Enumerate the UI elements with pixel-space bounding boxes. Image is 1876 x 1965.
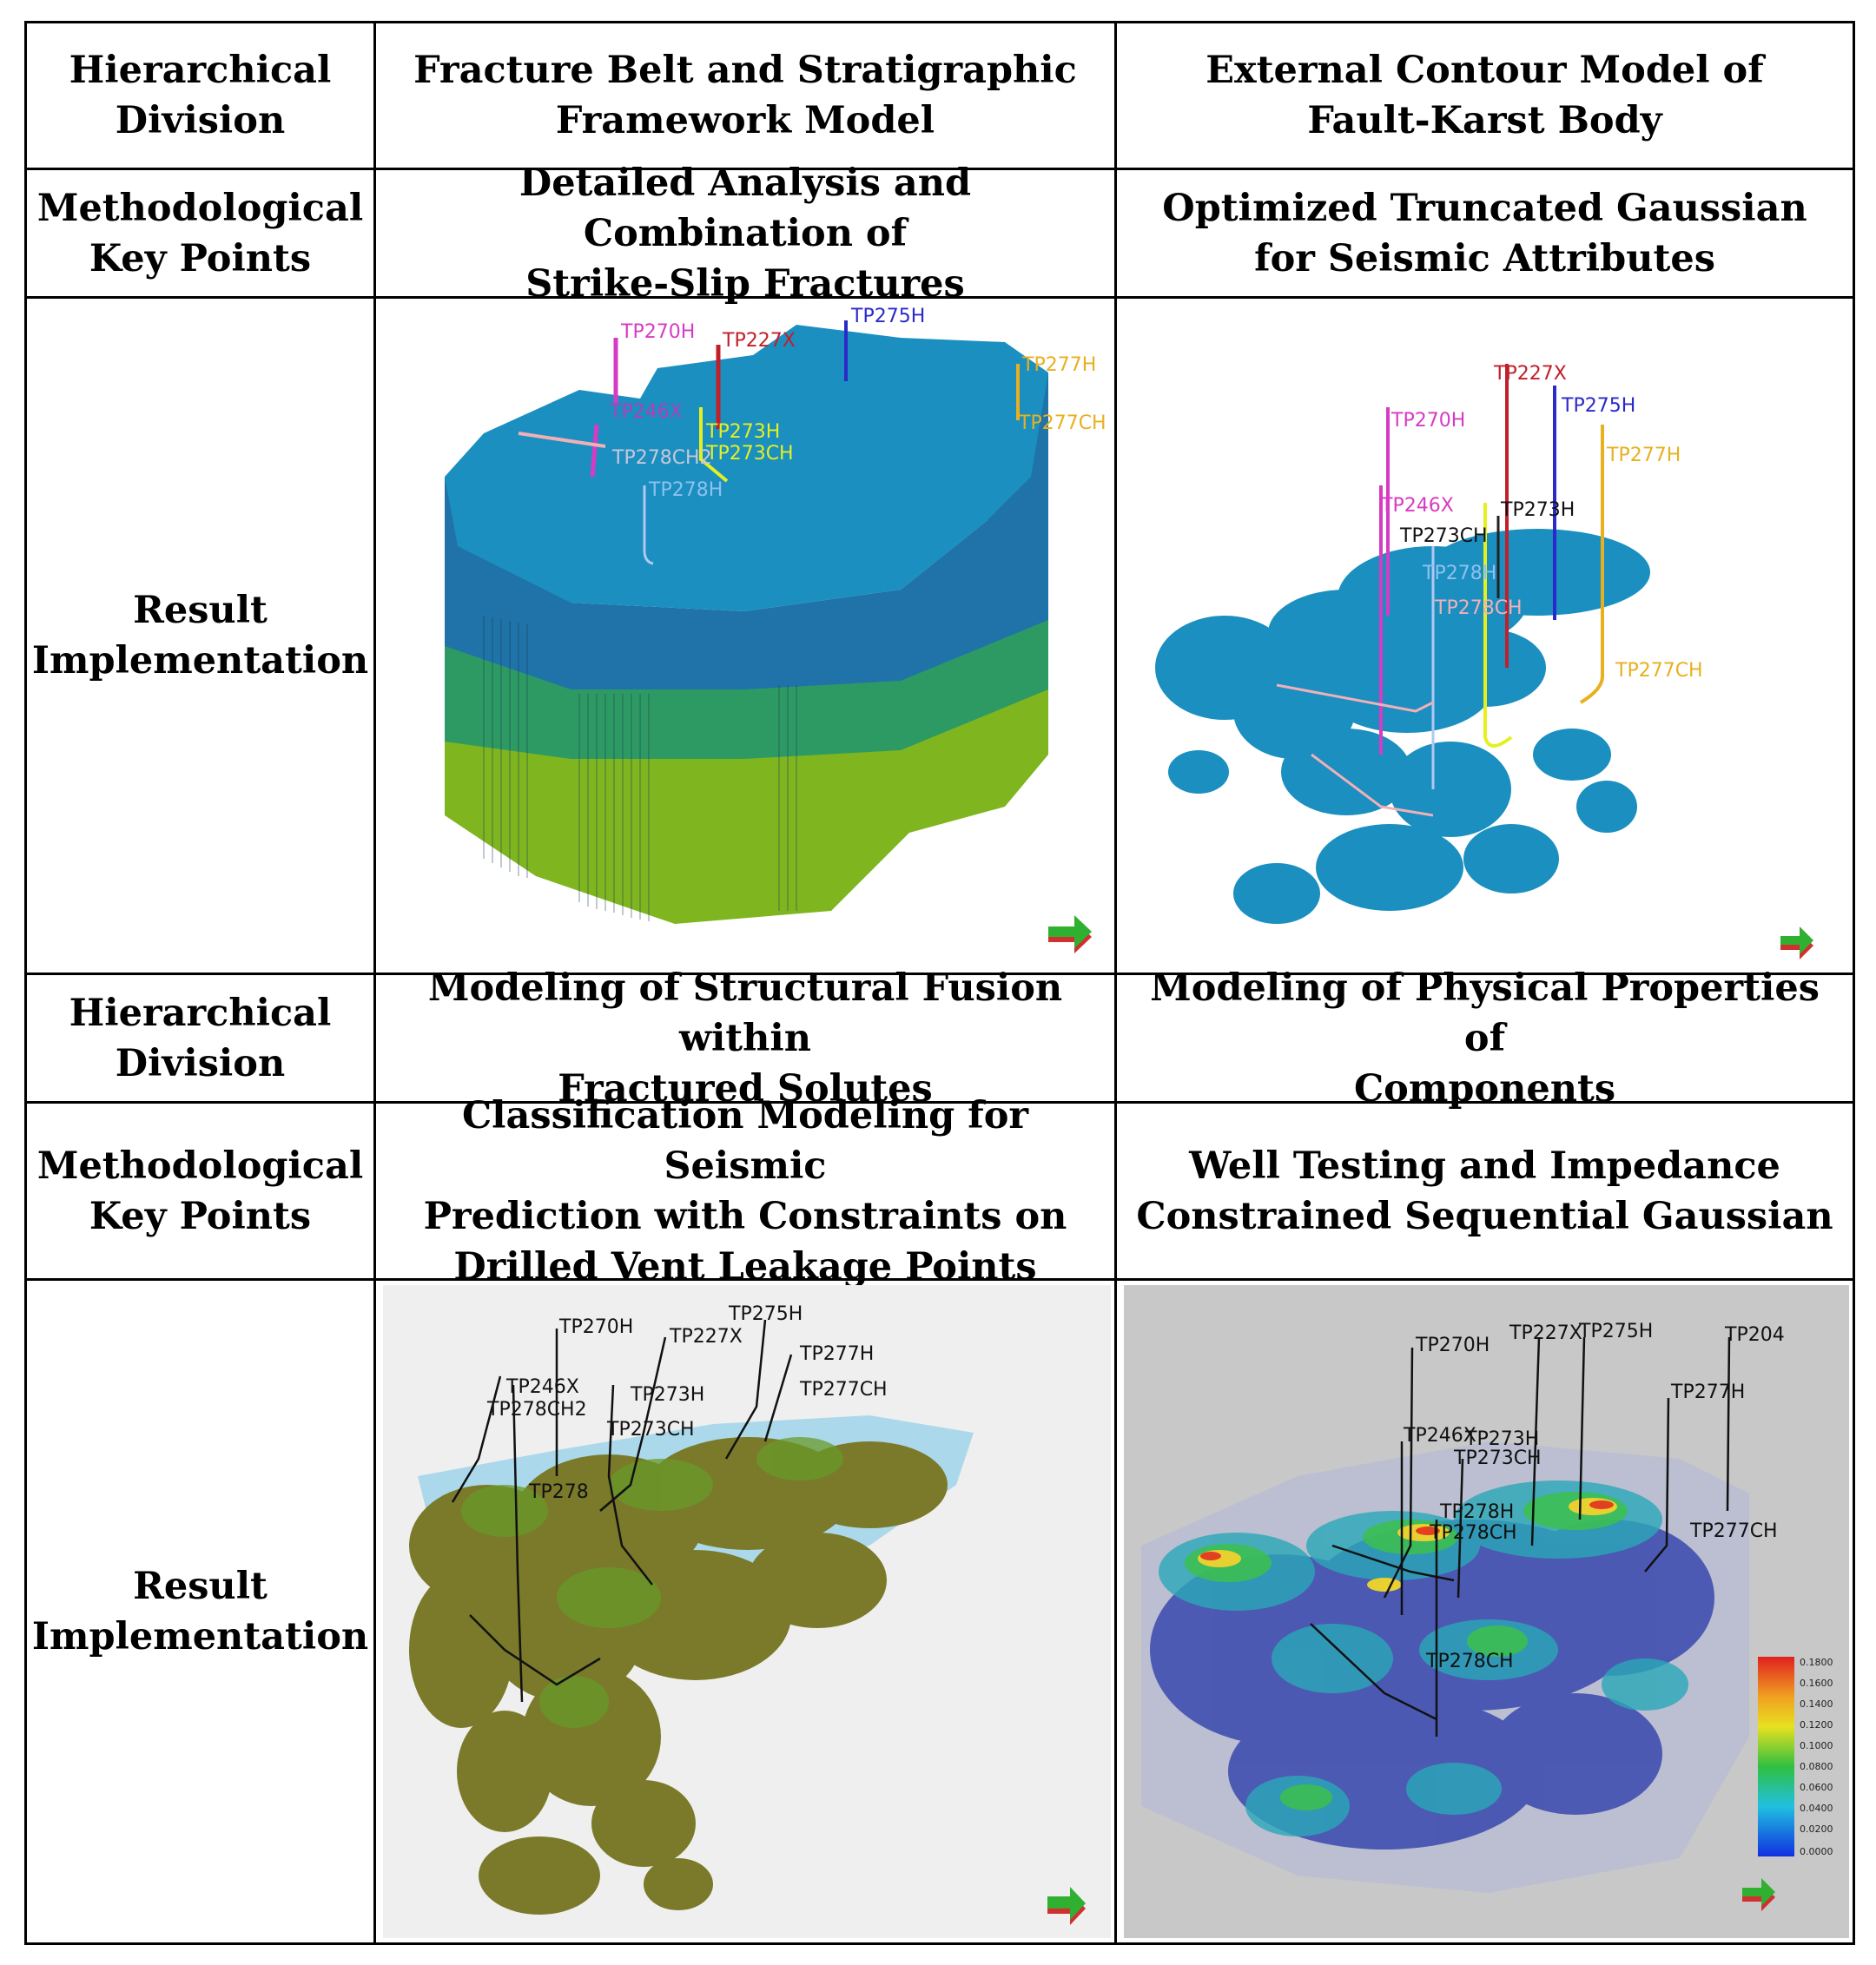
well-label: TP273H <box>630 1384 704 1406</box>
row5-methodological-key-points: Methodological Key Points <box>36 1144 364 1238</box>
row1-hierarchical-division: Hierarchical Division <box>69 49 332 142</box>
row2-strike-slip-analysis: Detailed Analysis and Combination of Str… <box>519 161 972 306</box>
row-divider <box>27 1278 1853 1281</box>
well-label: TP246X <box>505 1376 579 1398</box>
row4-physical-properties-title: Modeling of Physical Properties of Compo… <box>1150 966 1820 1111</box>
row4-hierarchical-division: Hierarchical Division <box>69 991 332 1085</box>
well-label: TP246X <box>1380 495 1454 517</box>
well-label: TP278H <box>1439 1501 1514 1523</box>
row2-methodological-key-points: Methodological Key Points <box>36 186 364 280</box>
well-label: TP227X <box>722 330 796 352</box>
well-label: TP277H <box>799 1343 874 1365</box>
row6-result-implementation: Result Implementation <box>31 1565 369 1658</box>
colorbar-tick: 0.0600 <box>1800 1782 1833 1793</box>
well-label: TP277H <box>1670 1381 1745 1403</box>
method-table: Hierarchical Division Fracture Belt and … <box>24 21 1855 1945</box>
stratigraphic-framework-model-image: TP270H TP227X TP275H TP277H TP277CH TP24… <box>380 303 1111 968</box>
colorbar-tick: 0.1200 <box>1800 1719 1833 1731</box>
well-label: TP278CH <box>1425 1651 1514 1672</box>
well-label: TP246X <box>609 401 683 423</box>
well-label: TP277CH <box>1018 412 1106 434</box>
well-label: TP278CH <box>1429 1522 1517 1544</box>
well-label: TP278H <box>1422 563 1496 584</box>
well-label: TP273H <box>705 421 780 443</box>
well-label: TP270H <box>1390 410 1465 432</box>
well-label: TP278CH2 <box>486 1399 587 1421</box>
row5-sequential-gaussian: Well Testing and Impedance Constrained S… <box>1136 1144 1833 1238</box>
well-label: TP277H <box>1021 354 1096 376</box>
well-label: TP227X <box>1493 363 1567 385</box>
physical-properties-model-image: TP270H TP227X TP275H TP204 TP277H TP246X… <box>1124 1285 1849 1938</box>
row-divider <box>27 973 1853 975</box>
well-label: TP278CH <box>1434 597 1523 619</box>
well-label: TP275H <box>850 306 925 327</box>
row1-fracture-belt-title: Fracture Belt and Stratigraphic Framewor… <box>413 49 1077 142</box>
well-label: TP278CH2 <box>611 447 712 469</box>
row1-contour-model-title: External Contour Model of Fault-Karst Bo… <box>1206 49 1764 142</box>
well-label: TP277CH <box>799 1379 888 1401</box>
well-label: TP273CH <box>606 1419 695 1441</box>
well-label: TP275H <box>1561 395 1635 417</box>
fault-karst-contour-model-image: TP270H TP227X TP275H TP277H TP246X TP273… <box>1120 303 1849 968</box>
colorbar-tick: 0.0400 <box>1800 1803 1833 1814</box>
well-label: TP227X <box>669 1326 743 1348</box>
colorbar <box>1758 1657 1794 1856</box>
row5-classification-modeling: Classification Modeling for Seismic Pred… <box>423 1093 1067 1289</box>
well-label: TP273CH <box>1453 1447 1542 1469</box>
well-label: TP278H <box>648 479 723 501</box>
row-divider <box>27 1101 1853 1104</box>
column-divider <box>1114 23 1117 1942</box>
well-label: TP246X <box>1403 1425 1476 1447</box>
well-label: TP270H <box>620 321 695 343</box>
row-divider <box>27 296 1853 299</box>
well-label: TP275H <box>1578 1321 1653 1342</box>
well-label: TP277H <box>1606 445 1681 466</box>
colorbar-tick: 0.0200 <box>1800 1823 1833 1835</box>
colorbar-tick: 0.1400 <box>1800 1698 1833 1710</box>
row-divider <box>27 168 1853 170</box>
well-label: TP277CH <box>1689 1520 1778 1542</box>
colorbar-tick: 0.0000 <box>1800 1846 1833 1857</box>
well-label: TP275H <box>728 1303 803 1325</box>
well-label: TP273H <box>1464 1428 1539 1450</box>
well-label: TP273CH <box>705 443 794 465</box>
well-label: TP273CH <box>1399 525 1488 547</box>
structural-fusion-model-image: TP270H TP227X TP275H TP277H TP277CH TP24… <box>383 1285 1111 1938</box>
colorbar-tick: 0.0800 <box>1800 1761 1833 1772</box>
row3-result-implementation: Result Implementation <box>31 589 369 682</box>
well-label: TP278 <box>528 1481 589 1503</box>
well-label: TP270H <box>1415 1335 1490 1356</box>
well-label: TP270H <box>558 1316 633 1338</box>
colorbar-tick: 0.1600 <box>1800 1678 1833 1689</box>
colorbar-tick: 0.1000 <box>1800 1740 1833 1751</box>
row2-truncated-gaussian: Optimized Truncated Gaussian for Seismic… <box>1162 186 1807 280</box>
well-label: TP277CH <box>1615 660 1703 682</box>
row4-structural-fusion-title: Modeling of Structural Fusion within Fra… <box>427 966 1063 1111</box>
colorbar-tick: 0.1800 <box>1800 1657 1833 1668</box>
well-label: TP204 <box>1724 1324 1785 1346</box>
well-label: TP227X <box>1509 1322 1582 1344</box>
column-divider <box>373 23 376 1942</box>
well-label: TP273H <box>1500 499 1575 521</box>
